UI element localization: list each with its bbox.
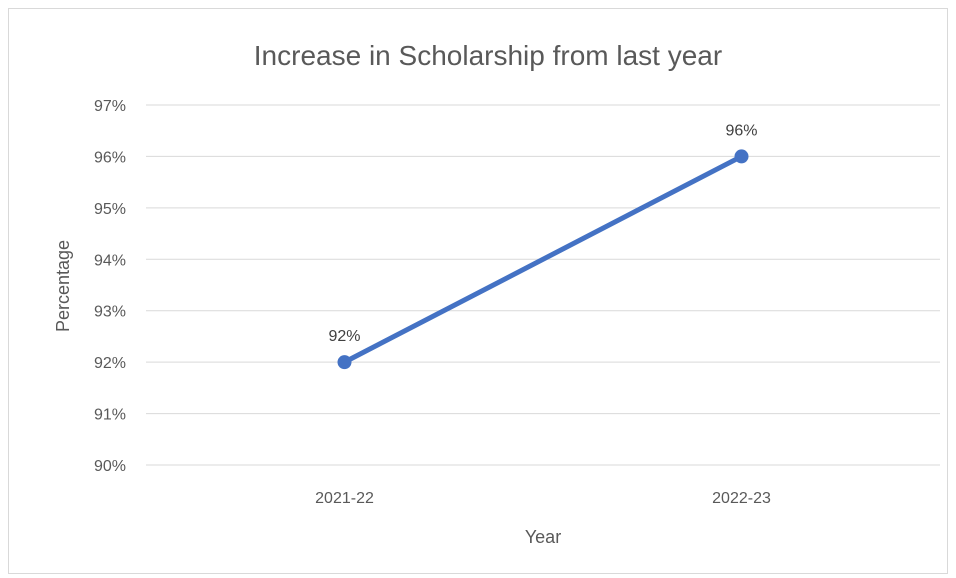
gridlines xyxy=(146,104,940,466)
y-tick-label: 91% xyxy=(94,407,126,424)
chart-title: Increase in Scholarship from last year xyxy=(254,40,722,71)
data-point xyxy=(734,149,749,164)
y-axis-ticks: 90% 91% 92% 93% 94% 95% 96% 97% xyxy=(94,98,126,475)
y-tick-label: 96% xyxy=(94,149,126,166)
x-tick-label: 2022-23 xyxy=(712,490,771,507)
data-label: 92% xyxy=(328,328,360,345)
y-axis-label: Percentage xyxy=(53,240,73,332)
x-axis-label: Year xyxy=(525,527,561,547)
data-labels: 92% 96% xyxy=(328,122,757,345)
y-tick-label: 97% xyxy=(94,98,126,115)
data-point xyxy=(337,355,352,370)
series-line xyxy=(342,153,744,365)
data-label: 96% xyxy=(725,122,757,139)
y-tick-label: 92% xyxy=(94,355,126,372)
y-tick-label: 90% xyxy=(94,458,126,475)
y-tick-label: 94% xyxy=(94,252,126,269)
y-tick-label: 93% xyxy=(94,304,126,321)
x-tick-label: 2021-22 xyxy=(315,490,374,507)
series-layer xyxy=(337,149,749,370)
y-tick-label: 95% xyxy=(94,201,126,218)
x-axis-ticks: 2021-22 2022-23 xyxy=(315,490,771,507)
